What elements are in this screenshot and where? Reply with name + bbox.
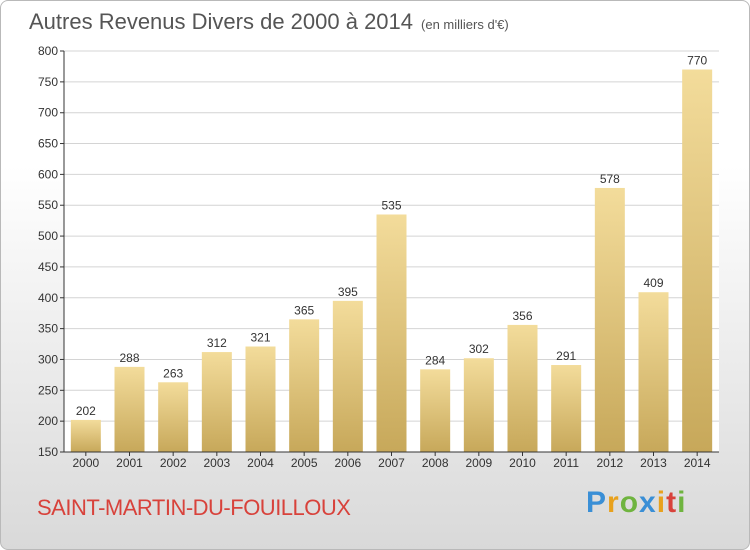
data-label: 770: [687, 54, 707, 68]
bar: [245, 346, 276, 452]
x-tick-label: 2013: [640, 456, 667, 470]
x-tick-label: 2011: [553, 456, 579, 470]
y-tick-label: 500: [38, 229, 58, 243]
bar: [507, 324, 538, 452]
y-tick-label: 600: [38, 167, 58, 181]
bar: [70, 419, 101, 452]
y-tick-label: 800: [38, 44, 58, 58]
data-label: 284: [425, 353, 445, 367]
bar: [551, 365, 582, 452]
bar: [289, 319, 320, 452]
data-label: 302: [469, 342, 489, 356]
y-tick-label: 200: [38, 414, 58, 428]
data-label: 263: [163, 366, 183, 380]
x-tick-label: 2014: [684, 456, 711, 470]
bar: [332, 300, 363, 452]
bar: [420, 369, 451, 452]
data-label: 578: [600, 172, 620, 186]
x-tick-label: 2001: [116, 456, 143, 470]
bar: [158, 382, 189, 452]
y-tick-label: 300: [38, 352, 58, 366]
y-tick-label: 550: [38, 198, 58, 212]
chart-unit: (en milliers d'€): [421, 17, 509, 32]
data-label: 365: [294, 303, 314, 317]
data-label: 356: [512, 309, 532, 323]
data-label: 288: [119, 351, 139, 365]
y-tick-label: 450: [38, 260, 58, 274]
data-label: 409: [643, 276, 663, 290]
bar: [114, 366, 145, 452]
bar: [201, 352, 232, 452]
bar: [594, 187, 625, 453]
x-tick-label: 2004: [247, 456, 274, 470]
y-tick-label: 750: [38, 75, 58, 89]
x-tick-label: 2010: [509, 456, 536, 470]
place-name: SAINT-MARTIN-DU-FOUILLOUX: [37, 495, 351, 520]
y-tick-label: 350: [38, 322, 58, 336]
y-tick-label: 250: [38, 383, 58, 397]
data-label: 535: [381, 198, 401, 212]
bar: [463, 358, 494, 452]
data-label: 395: [338, 285, 358, 299]
bar: [376, 214, 407, 452]
x-tick-label: 2005: [291, 456, 318, 470]
bar: [638, 292, 669, 452]
data-label: 291: [556, 349, 576, 363]
x-tick-label: 2012: [596, 456, 623, 470]
chart-title: Autres Revenus Divers de 2000 à 2014 (en …: [29, 9, 509, 35]
data-label: 312: [207, 336, 227, 350]
proxiti-logo: Proxiti: [586, 486, 687, 519]
y-tick-label: 400: [38, 291, 58, 305]
data-label: 321: [250, 331, 270, 345]
x-tick-label: 2003: [203, 456, 230, 470]
y-tick-label: 650: [38, 137, 58, 151]
y-tick-label: 700: [38, 106, 58, 120]
x-tick-label: 2007: [378, 456, 405, 470]
x-tick-label: 2008: [422, 456, 449, 470]
chart-title-text: Autres Revenus Divers de 2000 à 2014: [29, 9, 414, 34]
x-tick-label: 2006: [334, 456, 361, 470]
x-tick-label: 2009: [465, 456, 492, 470]
x-tick-label: 2002: [160, 456, 187, 470]
y-tick-label: 150: [38, 445, 58, 459]
bar: [682, 69, 713, 452]
x-tick-label: 2000: [72, 456, 99, 470]
data-label: 202: [76, 404, 96, 418]
